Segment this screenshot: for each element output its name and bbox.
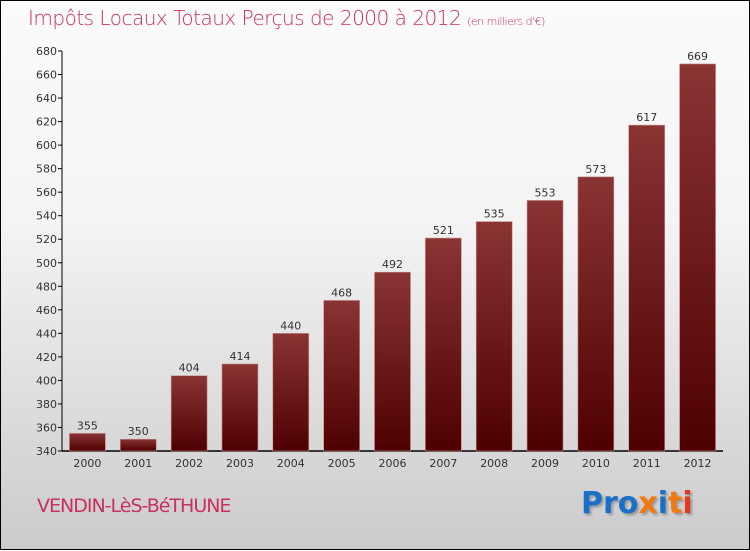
chart-subtitle: (en milliers d'€) [467, 15, 545, 28]
x-tick-label: 2007 [429, 457, 457, 470]
logo-letter: t [668, 486, 683, 521]
commune-name: VENDIN-LèS-BéTHUNE [37, 495, 231, 517]
y-tick-label: 380 [36, 398, 57, 411]
bar-2005 [323, 300, 360, 452]
bar-2002 [170, 375, 208, 452]
data-label-2008: 535 [484, 208, 505, 221]
x-tick-label: 2011 [633, 457, 661, 470]
bar-2000 [69, 433, 106, 452]
bar-2008 [475, 221, 513, 452]
bar-2010 [577, 176, 615, 452]
data-label-2011: 617 [636, 111, 657, 124]
y-tick-label: 500 [36, 257, 57, 270]
data-label-2012: 669 [687, 50, 708, 63]
data-label-2001: 350 [128, 425, 149, 438]
y-tick-label: 680 [36, 45, 57, 58]
y-tick-label: 520 [36, 233, 57, 246]
data-label-2005: 468 [331, 286, 352, 299]
x-tick-label: 2012 [684, 457, 712, 470]
x-tick-label: 2001 [124, 457, 152, 470]
y-tick-label: 660 [36, 69, 57, 82]
y-tick-label: 340 [36, 445, 57, 458]
y-tick-label: 580 [36, 163, 57, 176]
logo-letter: x [638, 486, 658, 521]
x-tick-label: 2006 [379, 457, 407, 470]
x-tick-label: 2004 [277, 457, 305, 470]
bar-2009 [526, 200, 564, 452]
x-tick-label: 2009 [531, 457, 559, 470]
bar-2004 [272, 333, 310, 452]
x-tick-label: 2008 [480, 457, 508, 470]
data-label-2006: 492 [382, 258, 403, 271]
y-tick-label: 640 [36, 92, 57, 105]
data-label-2003: 414 [229, 350, 250, 363]
y-tick-label: 440 [36, 327, 57, 340]
bar-2007 [425, 237, 462, 452]
logo-letter: i [657, 486, 669, 521]
chart-title: Impôts Locaux Totaux Perçus de 2000 à 20… [28, 6, 545, 30]
y-tick-label: 600 [36, 139, 57, 152]
data-label-2007: 521 [433, 224, 454, 237]
y-tick-label: 360 [36, 421, 57, 434]
y-tick-label: 420 [36, 351, 57, 364]
bar-2003 [221, 363, 259, 452]
logo-letter: P [581, 486, 603, 521]
x-tick-label: 2002 [175, 457, 203, 470]
proxiti-logo[interactable]: Proxiti [581, 486, 693, 521]
y-tick-label: 560 [36, 186, 57, 199]
bar-2001 [119, 438, 157, 452]
y-tick-label: 620 [36, 116, 57, 129]
logo-letter: r [603, 486, 618, 521]
data-label-2004: 440 [280, 319, 301, 332]
logo-letter: o [617, 486, 639, 521]
x-tick-label: 2010 [582, 457, 610, 470]
bar-2012 [679, 63, 716, 452]
data-label-2009: 553 [535, 186, 556, 199]
x-tick-label: 2000 [73, 457, 101, 470]
title-text: Impôts Locaux Totaux Perçus de 2000 à 20… [28, 6, 462, 30]
bar-2011 [628, 124, 666, 452]
x-tick-label: 2005 [328, 457, 356, 470]
data-label-2010: 573 [585, 163, 606, 176]
data-label-2000: 355 [77, 419, 98, 432]
logo-letter: i [682, 486, 693, 521]
y-tick-label: 400 [36, 374, 57, 387]
y-tick-label: 460 [36, 304, 57, 317]
y-tick-label: 540 [36, 210, 57, 223]
bar-2006 [374, 271, 411, 452]
y-tick-label: 480 [36, 280, 57, 293]
x-tick-label: 2003 [226, 457, 254, 470]
data-label-2002: 404 [179, 362, 200, 375]
